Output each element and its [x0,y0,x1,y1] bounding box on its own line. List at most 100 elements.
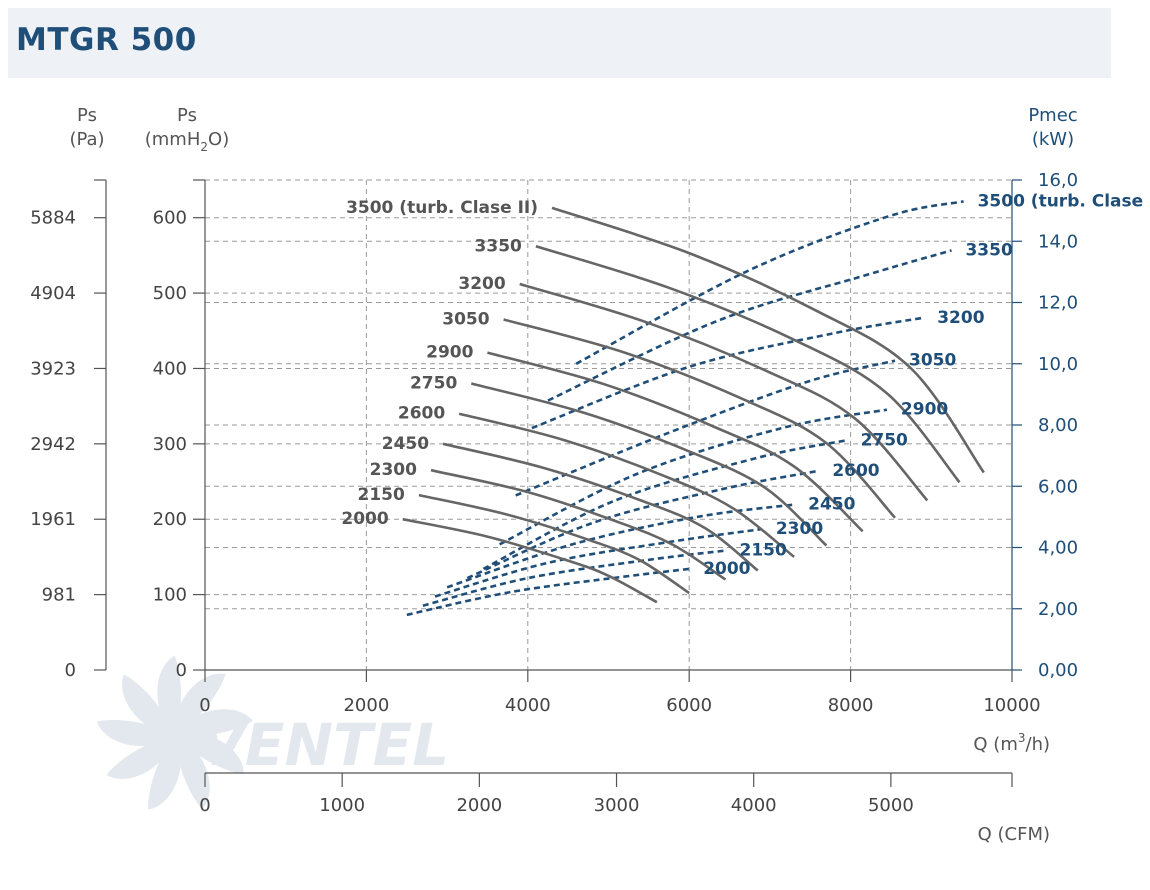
x-tick-label: 4000 [505,695,551,716]
y-pa-tick-label: 2942 [30,434,76,455]
power-curve [515,359,896,497]
power-curve-label: 3200 [937,308,984,328]
power-curve [547,249,952,402]
pressure-curve-label: 2750 [410,374,457,394]
fan-blade-shape [157,655,181,735]
y2-tick-label: 12,0 [1038,293,1078,314]
power-curve-label: 3500 (turb. Clase II) [978,191,1150,211]
x2-axis-title: Q (CFM) [978,824,1050,845]
y-tick-label: 600 [153,208,187,229]
y-title: Ps [177,105,197,126]
y-tick-label: 200 [153,509,187,530]
y2-tick-label: 14,0 [1038,231,1078,252]
y-pa-tick-label: 1961 [30,509,76,530]
power-curve-label: 2750 [861,430,908,450]
power-curve [422,549,726,607]
pressure-curve-label: 2000 [341,509,388,529]
pressure-curves [402,206,985,604]
y-pa-tick-label: 981 [42,585,76,606]
pressure-curve-label: 3050 [442,309,489,329]
power-curve [575,200,964,365]
x-axis-title: Q (m3/h) [973,731,1050,755]
power-curve-label: 2300 [776,519,823,539]
power-curve-label: 2150 [740,541,787,561]
y-pa-tick-label: 5884 [30,208,76,229]
power-curve [499,408,888,546]
y-tick-label: 300 [153,434,187,455]
pressure-curve-label: 3200 [458,274,505,294]
y-unit: (mmH2O) [145,129,229,154]
curve-labels: 2000215023002450260027502900305032003350… [341,191,1150,579]
y-pa-unit: (Pa) [69,129,104,150]
y2-tick-label: 4,00 [1038,538,1078,559]
y2-tick-label: 10,0 [1038,354,1078,375]
fan-blade-shape [175,709,253,737]
power-curve-label: 3350 [965,240,1012,260]
pressure-curve [442,442,759,572]
pressure-curve [487,351,864,533]
fan-blade-shape [175,732,244,775]
y2-tick-label: 6,00 [1038,476,1078,497]
x2-tick-label: 4000 [731,795,777,816]
x-tick-label: 2000 [343,695,389,716]
y-pa-tick-label: 0 [65,660,76,681]
y2-tick-label: 0,00 [1038,660,1078,681]
pressure-curve-label: 2600 [398,404,445,424]
ventel-logo-text: VENTEL [200,711,449,779]
pressure-curve [430,468,727,581]
power-curves [406,200,964,617]
axes: 0100200300400500600098119612942392349045… [30,105,1078,845]
power-curve [434,527,762,598]
power-curve-label: 2450 [808,495,855,515]
y-pa-title: Ps [77,105,97,126]
x2-tick-label: 5000 [868,795,914,816]
x2-tick-label: 0 [199,795,210,816]
pressure-curve [418,493,690,595]
power-curve-label: 2000 [703,559,750,579]
page-title: MTGR 500 [16,22,197,58]
y-tick-label: 400 [153,358,187,379]
y2-title: Pmec [1028,105,1077,126]
pressure-curve [458,412,795,558]
x-tick-label: 0 [199,695,210,716]
pressure-curve [470,382,828,547]
pressure-curve-label: 3350 [475,236,522,256]
y2-tick-label: 8,00 [1038,415,1078,436]
y-pa-tick-label: 4904 [30,283,76,304]
y-tick-label: 500 [153,283,187,304]
power-curve-label: 3050 [909,351,956,371]
pressure-curve [551,206,985,474]
y-tick-label: 100 [153,585,187,606]
fan-blade-shape [96,720,175,746]
x2-tick-label: 1000 [319,795,365,816]
y2-tick-label: 2,00 [1038,599,1078,620]
pressure-curve [535,245,961,484]
fan-blade-shape [106,735,175,779]
pressure-curve-label: 2450 [382,434,429,454]
x2-tick-label: 3000 [594,795,640,816]
x-tick-label: 8000 [828,695,874,716]
pressure-curve-label: 3500 (turb. Clase II) [346,198,538,218]
fan-blade-shape [174,673,226,735]
x-tick-label: 10000 [983,695,1040,716]
pressure-curve-label: 2150 [358,485,405,505]
pressure-curve [519,282,929,502]
power-curve [531,316,924,430]
ventel-logo-watermark: VENTEL [96,655,449,810]
power-curve-label: 2600 [832,461,879,481]
power-curve [482,439,847,571]
power-curve [466,469,819,580]
header-bar [8,8,1111,78]
pressure-curve-label: 2300 [370,460,417,480]
x2-tick-label: 2000 [456,795,502,816]
pressure-curve-label: 2900 [426,343,473,363]
pressure-curve [503,318,896,519]
pressure-curve [402,517,658,604]
y2-unit: (kW) [1032,129,1074,150]
power-curve [446,503,795,589]
fan-blade-shape [175,735,210,810]
y-tick-label: 0 [176,660,187,681]
y-pa-tick-label: 3923 [30,358,76,379]
x-tick-label: 6000 [666,695,712,716]
